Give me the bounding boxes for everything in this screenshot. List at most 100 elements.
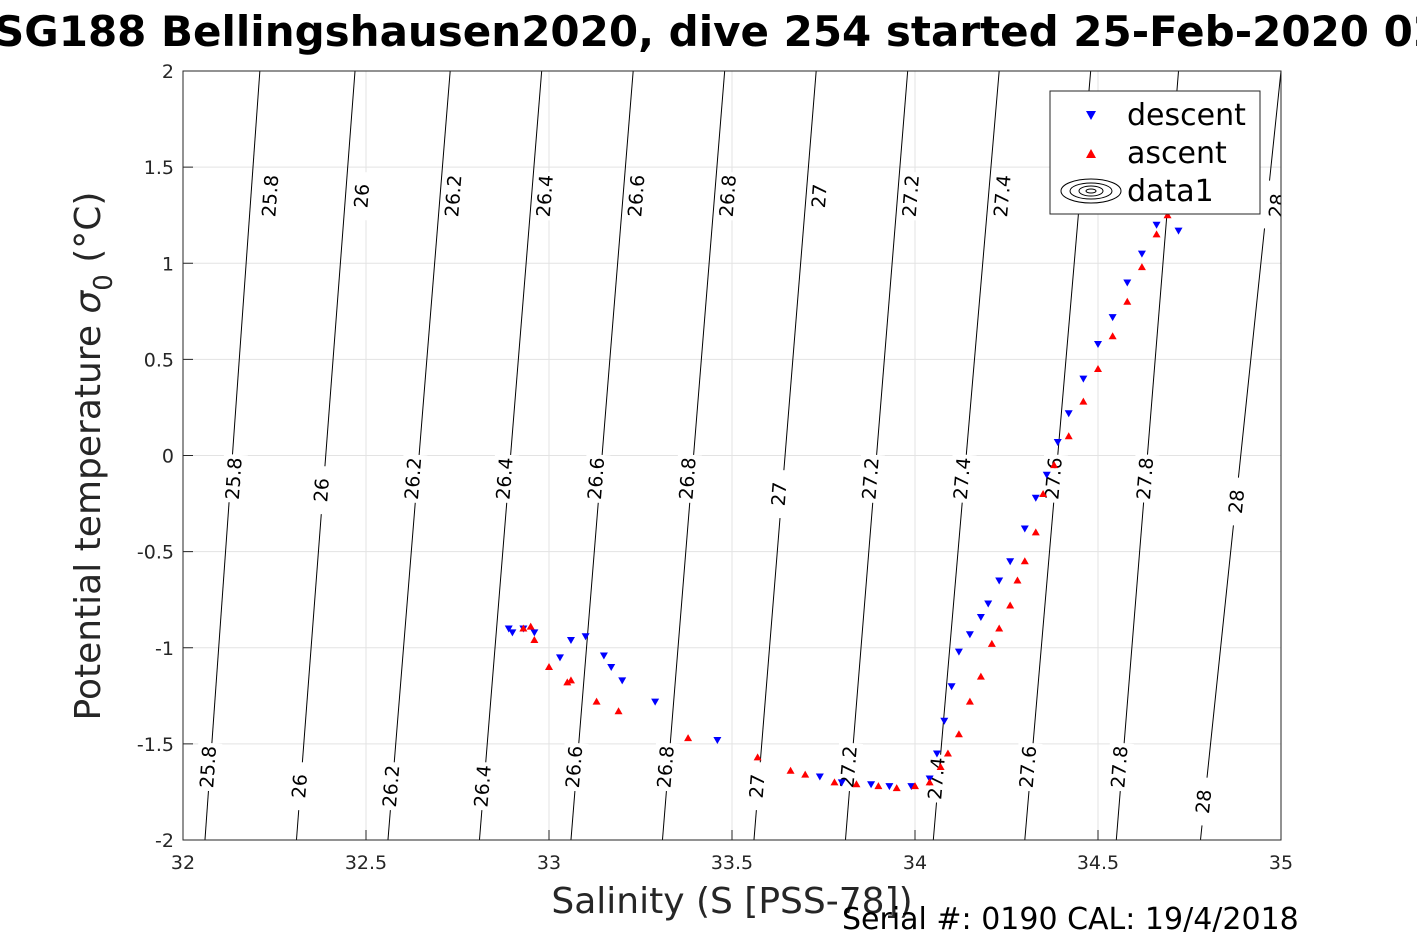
x-tick-label: 33 [537,852,561,874]
contour-label: 27.6 [1016,745,1042,789]
descent-point [940,717,949,725]
contour-label: 28 [1265,192,1289,218]
contour-line [295,71,356,840]
contour-label-gap [1262,180,1281,231]
contour-label: 26.8 [675,457,700,501]
x-tick-label: 32.5 [345,852,387,874]
y-tick-label: 0 [162,446,174,468]
descent-point [1137,250,1146,258]
descent-point [867,781,876,789]
descent-point [1152,221,1161,229]
contour-label: 28 [1225,488,1249,514]
x-axis-label: Salinity (S [PSS-78]) [551,881,912,922]
axis-ticks: 32 32.5 33 33.5 34 34.5 35 -2 -1.5 -1 -0.5 0 0.5 1 1.5… [137,61,1293,874]
contour-label: 27 [768,481,792,507]
contour-label-gap [674,453,702,504]
ascent-point [684,734,693,742]
descent-point [713,737,722,745]
contour-label: 28 [1192,788,1216,814]
contour-26.4: 26.4 26.4 26.4 [469,71,560,840]
contour-label: 26.4 [492,457,517,501]
contour-label-gap [531,171,560,221]
contour-label: 25.8 [222,457,247,501]
ascent-point [566,676,575,684]
contour-line [753,71,817,840]
y-tick-label: -1 [155,638,174,660]
x-tick-label: 35 [1269,852,1293,874]
contour-label-gap [1106,742,1134,792]
descent-point [947,683,956,691]
x-tick-label: 34 [903,852,927,874]
ascent-point [786,766,795,774]
contour-label-gap [491,453,519,504]
contour-label-gap [922,753,951,804]
contour-label: 26.6 [584,457,609,501]
y-tick-label: -2 [155,830,174,852]
contour-label-gap [348,171,377,221]
ascent-point [830,778,839,786]
contour-label-gap [714,171,743,221]
x-tick-label: 32 [171,852,195,874]
descent-point [504,625,513,633]
contour-label-gap [652,742,681,792]
descent-point [954,648,963,656]
contour-label: 27.4 [950,457,976,501]
legend-contour-icon [1060,178,1122,204]
contour-label: 26.8 [653,745,678,789]
legend: descent ascent data1 [1049,90,1261,215]
y-tick-label: 0.5 [144,349,174,371]
descent-point [907,783,916,791]
descent-point [599,652,608,660]
descent-point [508,629,517,637]
descent-point [581,633,590,641]
contour-label: 27.2 [899,174,924,218]
ascent-point [1031,528,1040,536]
contour-label-gap [988,171,1017,221]
descent-point [1006,558,1015,566]
contour-label: 27.2 [858,457,883,501]
legend-box [1049,90,1261,215]
contour-27.4: 27.427.427.4 [922,71,1017,840]
contour-label-gap [1040,453,1069,504]
contour-label: 26.2 [401,457,426,501]
contour-label-gap [377,761,406,812]
ascent-point [1064,432,1073,440]
ascent-point [1020,557,1029,565]
ascent-point [943,749,952,757]
contour-28: 28 28 28 [1189,71,1289,840]
contour-label-gap [560,742,589,792]
contour-label: 27 [808,183,832,209]
descent-point [1108,314,1117,322]
contour-label: 27.8 [1107,745,1132,789]
descent-point [1079,375,1088,383]
contour-label: 26 [288,773,312,799]
contour-label-gap [1222,476,1252,527]
legend-item-ascent: ascent [1086,136,1227,171]
contour-label-gap [948,453,977,504]
ascent-point [874,782,883,790]
descent-point [1031,494,1040,502]
descent-point [618,677,627,685]
legend-descent-marker [1086,111,1096,120]
contour-25.8: 25.8 25.8 25.8 [194,71,285,840]
y-tick-label: -0.5 [137,542,174,564]
ascent-point [1050,461,1059,469]
descent-point [965,631,974,639]
contour-label-gap [622,171,651,221]
contour-label: 26.8 [716,174,741,218]
ascent-point [614,707,623,715]
ascent-point [965,697,974,705]
ascent-point [530,636,539,644]
contour-label-gap [743,761,772,812]
ascent-point [1094,364,1102,372]
descent-point [1053,439,1062,447]
contour-label-gap [439,171,468,221]
contour-label: 26.2 [379,764,404,808]
ascent-point [892,784,901,792]
contour-label-gap [582,453,611,504]
ascent-point [519,624,528,632]
descent-point [555,654,564,662]
descent-point [976,613,985,621]
data-points [504,206,1183,792]
